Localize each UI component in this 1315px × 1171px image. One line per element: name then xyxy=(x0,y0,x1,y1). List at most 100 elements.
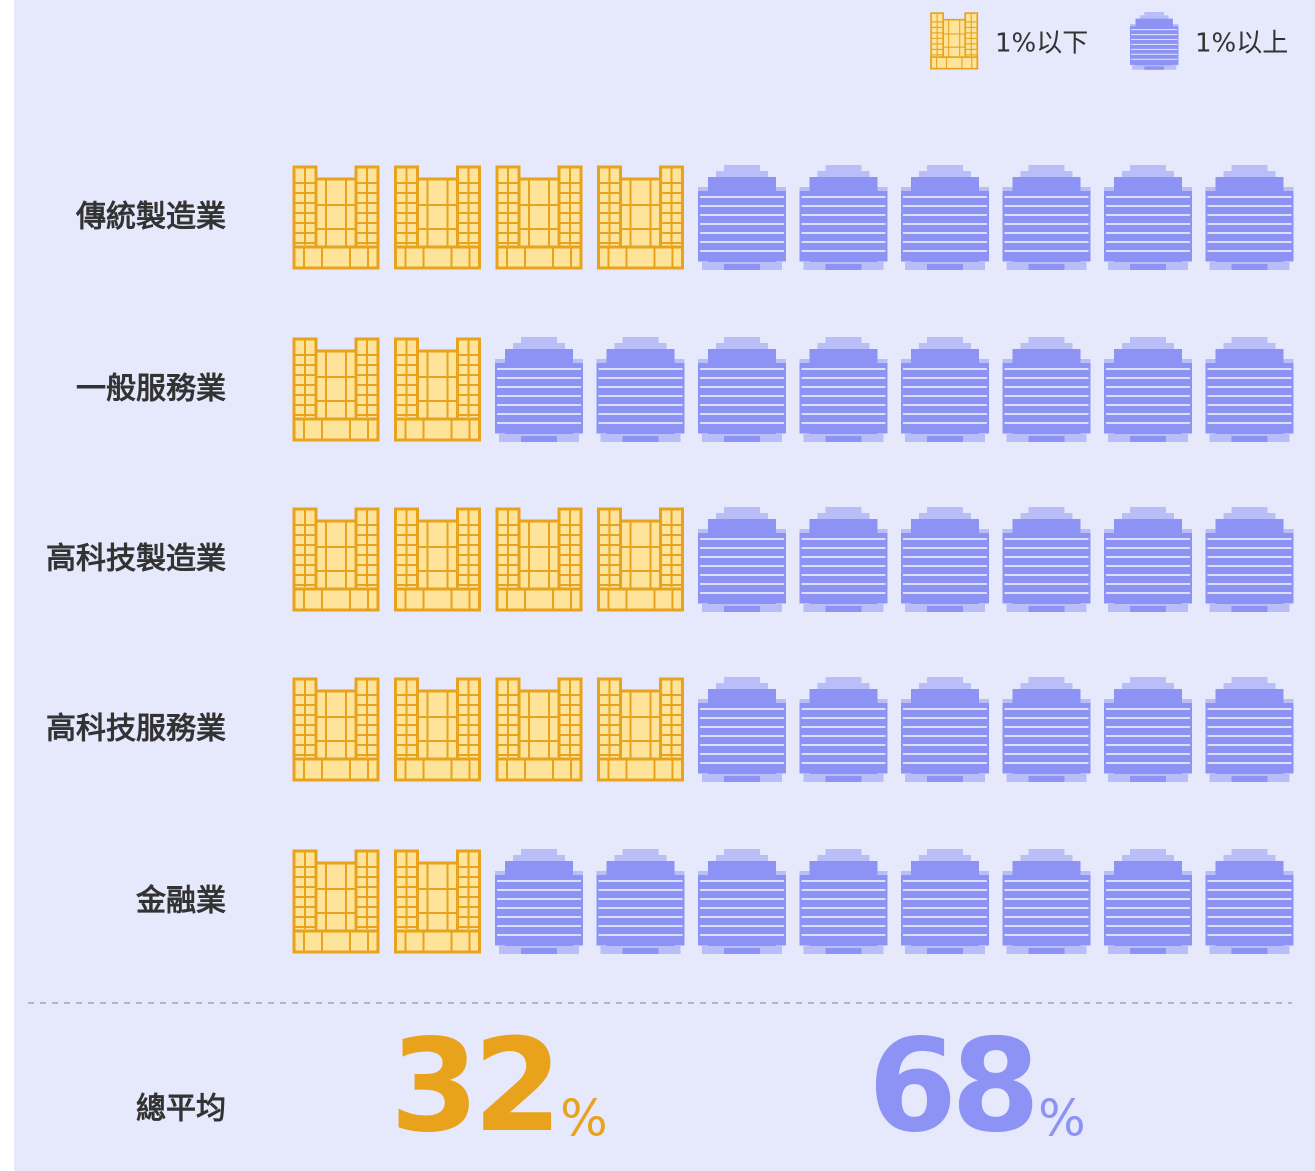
roof xyxy=(724,507,760,513)
base xyxy=(394,417,481,442)
roof xyxy=(1122,683,1174,691)
roof xyxy=(1020,513,1073,521)
roof xyxy=(1020,855,1073,863)
door xyxy=(1130,264,1166,270)
base xyxy=(597,757,684,782)
building-icon xyxy=(1104,165,1192,270)
wing xyxy=(698,363,786,433)
base xyxy=(495,757,583,782)
door xyxy=(1130,776,1166,782)
category-label: 傳統製造業 xyxy=(75,200,226,235)
base xyxy=(597,587,684,612)
door xyxy=(927,264,963,270)
building-icon xyxy=(698,165,786,270)
door xyxy=(927,606,963,612)
wing xyxy=(901,363,989,433)
door xyxy=(1231,264,1268,270)
building-icon xyxy=(394,507,481,612)
roof xyxy=(1223,171,1276,179)
wing xyxy=(1002,191,1091,261)
door xyxy=(724,776,760,782)
door xyxy=(521,436,557,442)
door xyxy=(1231,436,1268,442)
building-icon xyxy=(698,849,786,954)
building-icon xyxy=(901,337,989,442)
wing xyxy=(1002,703,1091,773)
category-label: 高科技製造業 xyxy=(46,542,226,577)
building-icon xyxy=(1104,849,1192,954)
door xyxy=(724,264,760,270)
roof xyxy=(1231,165,1268,171)
wing xyxy=(799,703,888,773)
building-icon xyxy=(799,677,888,782)
wing xyxy=(698,875,786,945)
building-icon xyxy=(495,337,583,442)
building-icon xyxy=(1205,849,1294,954)
total-value: 32 xyxy=(390,1012,556,1161)
roof xyxy=(513,855,565,863)
roof xyxy=(1223,343,1276,351)
wing xyxy=(799,363,888,433)
door xyxy=(521,948,557,954)
roof xyxy=(521,849,557,855)
category-label: 金融業 xyxy=(135,884,226,919)
base xyxy=(930,56,979,70)
building-icon xyxy=(495,677,583,782)
roof xyxy=(927,677,963,683)
roof xyxy=(1130,507,1166,513)
building-icon xyxy=(292,849,380,954)
icon-group xyxy=(292,337,481,442)
door xyxy=(927,948,963,954)
building-icon xyxy=(901,677,989,782)
building-icon xyxy=(1205,337,1294,442)
door xyxy=(1231,776,1268,782)
wing xyxy=(1205,191,1294,261)
wing xyxy=(799,533,888,603)
base xyxy=(495,587,583,612)
building-icon xyxy=(292,165,380,270)
roof xyxy=(927,507,963,513)
wing xyxy=(1205,363,1294,433)
category-label: 高科技服務業 xyxy=(46,712,226,747)
base xyxy=(394,587,481,612)
building-icon xyxy=(1205,677,1294,782)
door xyxy=(1028,436,1065,442)
roof xyxy=(1130,337,1166,343)
building-icon xyxy=(698,677,786,782)
building-icon xyxy=(495,165,583,270)
roof xyxy=(1028,677,1065,683)
roof xyxy=(724,677,760,683)
roof xyxy=(724,849,760,855)
roof xyxy=(622,849,659,855)
roof xyxy=(614,855,667,863)
total-value: 68 xyxy=(868,1012,1034,1161)
door xyxy=(825,264,862,270)
door xyxy=(1130,948,1166,954)
building-icon xyxy=(394,677,481,782)
building-icon xyxy=(394,849,481,954)
roof xyxy=(1223,855,1276,863)
roof xyxy=(622,337,659,343)
wing xyxy=(901,191,989,261)
building-icon xyxy=(292,677,380,782)
base xyxy=(597,245,684,270)
roof xyxy=(724,165,760,171)
building-icon xyxy=(901,849,989,954)
wing xyxy=(1104,363,1192,433)
building-icon xyxy=(1002,337,1091,442)
wing xyxy=(1002,363,1091,433)
roof xyxy=(1020,171,1073,179)
door xyxy=(724,948,760,954)
base xyxy=(292,245,380,270)
door xyxy=(724,436,760,442)
wing xyxy=(1104,191,1192,261)
roof xyxy=(825,337,862,343)
door xyxy=(1144,66,1165,70)
door xyxy=(825,948,862,954)
roof xyxy=(1130,849,1166,855)
base xyxy=(292,587,380,612)
wing xyxy=(1130,26,1179,65)
door xyxy=(1130,606,1166,612)
roof xyxy=(927,849,963,855)
icon-group xyxy=(495,849,1294,954)
